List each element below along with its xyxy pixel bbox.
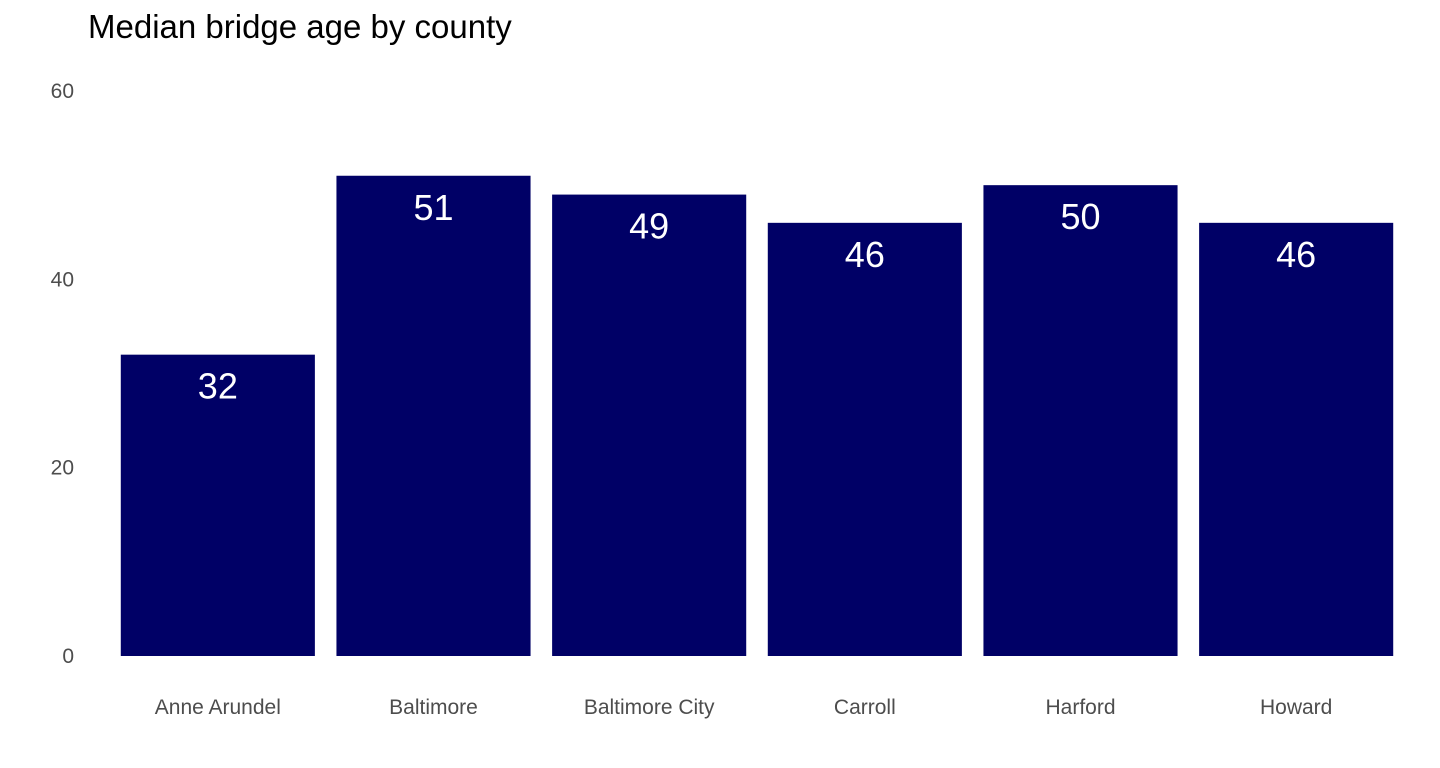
bar bbox=[767, 222, 962, 657]
y-tick-label: 60 bbox=[51, 80, 74, 103]
bar-value-label: 50 bbox=[1060, 196, 1100, 237]
bars bbox=[120, 175, 1394, 657]
y-tick-label: 20 bbox=[51, 457, 74, 480]
bar bbox=[983, 185, 1178, 656]
bar bbox=[336, 175, 531, 656]
y-axis: 0 20 40 60 bbox=[51, 80, 74, 668]
y-tick-label: 0 bbox=[62, 645, 74, 668]
bar-value-label: 51 bbox=[413, 187, 453, 228]
x-tick-label: Carroll bbox=[834, 696, 896, 719]
x-tick-label: Howard bbox=[1260, 696, 1332, 719]
y-tick-label: 40 bbox=[51, 268, 74, 291]
bar bbox=[552, 194, 747, 657]
bar-value-label: 32 bbox=[198, 366, 238, 407]
x-tick-label: Baltimore bbox=[389, 696, 478, 719]
bar-value-label: 46 bbox=[1276, 234, 1316, 275]
bar bbox=[1199, 222, 1394, 657]
bar-value-label: 49 bbox=[629, 206, 669, 247]
bar-value-labels: 32 51 49 46 50 46 bbox=[198, 187, 1316, 407]
chart-title: Median bridge age by county bbox=[88, 8, 512, 45]
x-axis: Anne Arundel Baltimore Baltimore City Carro… bbox=[155, 696, 1333, 719]
x-tick-label: Baltimore City bbox=[584, 696, 715, 719]
x-tick-label: Anne Arundel bbox=[155, 696, 281, 719]
bar bbox=[120, 354, 315, 656]
x-tick-label: Harford bbox=[1045, 696, 1115, 719]
bar-value-label: 46 bbox=[845, 234, 885, 275]
